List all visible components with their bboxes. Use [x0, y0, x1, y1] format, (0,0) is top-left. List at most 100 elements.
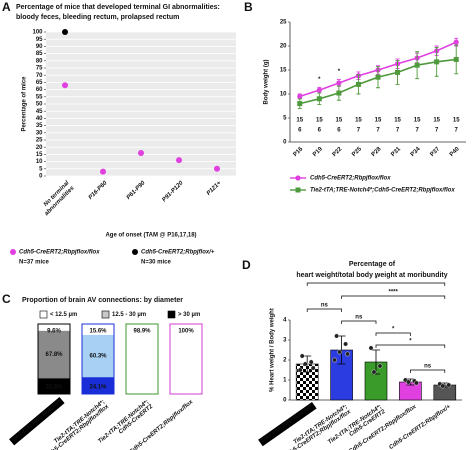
x-tick-label: P22 — [332, 146, 344, 158]
y-tick-label: 40 — [36, 116, 43, 122]
significance-bracket — [375, 344, 446, 348]
significance-bracket — [341, 295, 446, 299]
data-point — [100, 168, 106, 175]
n-label: 7 — [357, 128, 361, 134]
bar-segment — [170, 324, 202, 394]
data-point — [453, 39, 459, 45]
y-tick-label: 25 — [280, 20, 287, 26]
data-point — [316, 96, 322, 102]
category-label-background — [258, 401, 317, 447]
category-label-line: P91-P120 — [161, 180, 185, 204]
bar-outline — [81, 323, 115, 395]
data-point — [176, 157, 182, 164]
legend-marker — [295, 187, 301, 193]
legend-label: Cdh5-CreERT2;Rbpjflox/flox — [19, 250, 100, 256]
n-label: 15 — [414, 118, 421, 124]
significance-label: * — [318, 77, 321, 83]
legend-label: Tie2-tTA;TRE-Notch4*;Cdh5-CreERT2;Rbpjfl… — [310, 188, 455, 194]
chart-title: Proportion of brain AV connections: by d… — [22, 297, 183, 304]
x-tick-label: P40 — [449, 146, 461, 158]
bar-outline — [37, 323, 71, 395]
significance-label: * — [409, 339, 412, 345]
y-tick-label: 0 — [283, 398, 287, 404]
significance-label: * — [392, 327, 395, 333]
n-label: 15 — [296, 118, 303, 124]
data-point — [299, 353, 305, 359]
bar-segment — [38, 378, 70, 394]
n-label: 15 — [394, 118, 401, 124]
panel-letter: B — [244, 0, 253, 14]
legend-swatch — [167, 310, 176, 319]
y-tick-label: 90 — [36, 44, 43, 50]
legend-n: N=30 mice — [141, 260, 172, 266]
data-point — [345, 351, 350, 357]
data-point — [310, 365, 316, 371]
category-label: P91-P120 — [161, 180, 185, 204]
y-tick-label: 10 — [280, 92, 287, 98]
y-tick-label: 95 — [36, 37, 43, 43]
data-point — [308, 359, 314, 365]
n-label: 6 — [298, 128, 302, 134]
data-point — [336, 90, 342, 96]
significance-bracket — [341, 320, 377, 324]
value-label: 22.6% — [45, 385, 63, 391]
data-point — [297, 93, 303, 99]
data-point — [453, 56, 459, 62]
legend-label: > 30 µm — [178, 312, 200, 318]
significance-bracket — [410, 369, 446, 373]
significance-label: * — [338, 69, 341, 75]
x-tick-label: P28 — [371, 146, 383, 158]
bar-segment — [82, 324, 114, 335]
data-point — [414, 62, 420, 68]
y-axis-label: % Heart weight / Body weight — [270, 308, 276, 392]
n-label: 7 — [396, 128, 400, 134]
n-label: 7 — [415, 128, 419, 134]
y-tick-label: 70 — [36, 73, 43, 79]
value-label: 98.9% — [133, 329, 151, 335]
n-label: 15 — [355, 118, 362, 124]
data-point — [446, 382, 452, 388]
y-tick-label: 60 — [36, 87, 43, 93]
category-label-line: Tie2-tTA;TRE-Notch4*; — [53, 399, 106, 445]
y-tick-label: 0 — [283, 140, 287, 146]
panel-letter: A — [2, 0, 11, 14]
category-label: P121+ — [206, 180, 223, 197]
y-tick-label: 45 — [36, 109, 43, 115]
y-tick-label: 15 — [280, 68, 287, 74]
bar-segment — [82, 377, 114, 394]
y-tick-label: 55 — [36, 94, 43, 100]
y-tick-label: 3 — [283, 338, 287, 344]
n-label: 15 — [316, 118, 323, 124]
legend-marker — [132, 249, 138, 255]
bar-outline — [169, 323, 203, 395]
y-tick-label: 10 — [36, 159, 43, 165]
y-tick-label: 4 — [283, 318, 287, 324]
legend-label: Cdh5-CreERT2;Rbpjflox/+ — [141, 250, 215, 256]
y-tick-label: 30 — [36, 130, 43, 136]
y-tick-label: 65 — [36, 80, 43, 86]
value-label: 100% — [178, 329, 194, 335]
bar-segment — [38, 324, 70, 331]
y-tick-label: 5 — [283, 116, 287, 122]
y-tick-label: 75 — [36, 66, 43, 72]
x-tick-label: P16 — [293, 146, 305, 158]
legend-label: < 12.5 µm — [50, 312, 77, 318]
y-tick-label: 1 — [283, 378, 287, 384]
y-tick-label: 25 — [36, 138, 43, 144]
data-point — [377, 363, 383, 369]
panel-letter: C — [2, 292, 11, 306]
legend-marker — [295, 175, 301, 181]
y-axis-label: Percentage of mice — [22, 76, 28, 132]
significance-label: ns — [424, 364, 432, 370]
data-point — [355, 81, 361, 87]
legend-label: Cdh5-CreERT2;Rbpjflox/flox — [310, 176, 391, 182]
category-label-line: P16-P60 — [88, 180, 109, 201]
category-label-line: P121+ — [206, 180, 223, 197]
n-label: 6 — [337, 128, 341, 134]
significance-bracket — [306, 308, 342, 312]
x-tick-label: P19 — [312, 146, 324, 158]
data-point — [302, 361, 308, 367]
bar-segment — [126, 324, 158, 394]
